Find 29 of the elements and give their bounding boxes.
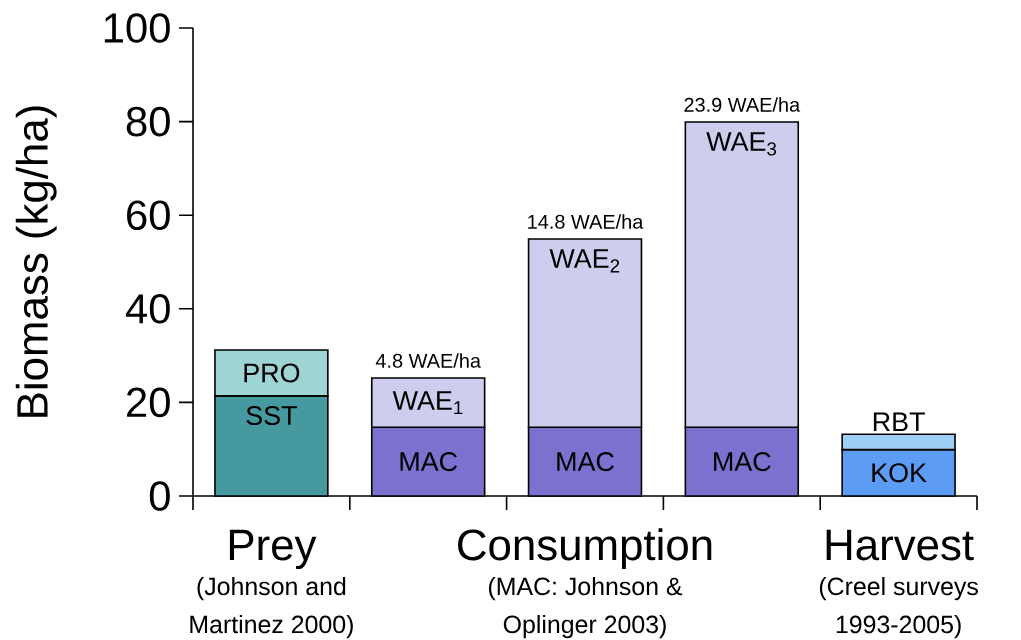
text: (Creel surveys bbox=[819, 576, 978, 601]
x-tick-label: Consumption bbox=[458, 528, 712, 570]
series-label: SST bbox=[246, 406, 297, 426]
series-label: RBT bbox=[873, 412, 925, 432]
y-tick-label: 40 bbox=[125, 293, 170, 324]
y-tick-label: 60 bbox=[127, 200, 170, 231]
y-tick-label: 20 bbox=[127, 387, 170, 418]
y-tick-label: 0 bbox=[149, 481, 170, 511]
x-tick-label: Prey bbox=[229, 529, 317, 570]
text: (Johnson and bbox=[197, 576, 346, 601]
series-label: WAE$_{1}$ bbox=[392, 391, 463, 415]
text: MAC bbox=[714, 452, 771, 472]
series-label: WAE$_{3}$ bbox=[706, 132, 777, 156]
text: Oplinger 2003) bbox=[503, 614, 666, 639]
text: 1993-2005) bbox=[836, 614, 961, 639]
x-tick-label: Harvest bbox=[826, 529, 974, 561]
text: (MAC: Johnson & bbox=[488, 576, 683, 601]
text: Martinez 2000) bbox=[190, 614, 353, 639]
series-label: MAC bbox=[400, 452, 458, 472]
series-label: KOK bbox=[872, 463, 927, 483]
y-tick-label: 100 bbox=[104, 13, 170, 43]
text: MAC bbox=[557, 452, 614, 472]
annotation: 14.8 WAE/ha bbox=[528, 214, 644, 229]
annotation: 23.9 WAE/ha bbox=[684, 97, 801, 112]
series-label: WAE$_{2}$ bbox=[549, 249, 620, 273]
annotation: 4.8 WAE/ha bbox=[375, 353, 481, 368]
y-axis-title: Biomass (kg/ha) bbox=[15, 106, 57, 417]
series-label: PRO bbox=[244, 363, 300, 383]
y-tick-label: 80 bbox=[126, 106, 170, 137]
